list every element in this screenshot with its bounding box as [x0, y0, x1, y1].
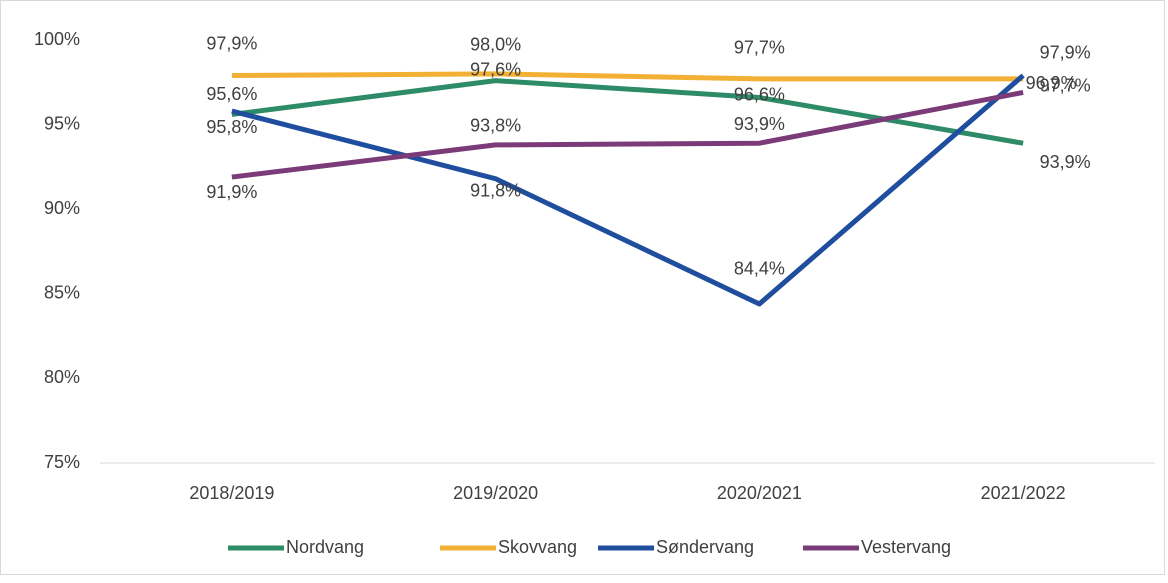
data-label: 91,8% — [470, 180, 521, 200]
series-line — [231, 89, 1024, 180]
data-label: 98,0% — [470, 35, 521, 55]
data-label: 91,9% — [206, 182, 257, 202]
y-tick-label: 90% — [44, 198, 80, 218]
legend-label: Nordvang — [286, 537, 364, 557]
data-label: 93,9% — [1040, 152, 1091, 172]
data-label: 96,6% — [734, 84, 785, 104]
data-label: 97,7% — [1040, 76, 1091, 96]
y-tick-label: 95% — [44, 113, 80, 133]
data-label: 95,8% — [206, 117, 257, 137]
y-tick-label: 75% — [44, 452, 80, 472]
y-tick-label: 85% — [44, 283, 80, 303]
data-label: 95,6% — [206, 84, 257, 104]
x-tick-label: 2021/2022 — [981, 483, 1066, 503]
data-label: 96,9% — [1026, 73, 1077, 93]
data-label: 97,6% — [470, 59, 521, 79]
data-label: 84,4% — [734, 259, 785, 279]
x-tick-label: 2020/2021 — [717, 483, 802, 503]
legend-label: Skovvang — [498, 537, 577, 557]
series-line — [231, 73, 1025, 307]
data-label: 97,9% — [206, 33, 257, 53]
data-label: 97,9% — [1040, 42, 1091, 62]
data-label: 93,9% — [734, 114, 785, 134]
series-line — [231, 71, 1024, 82]
y-tick-label: 100% — [34, 29, 80, 49]
legend-label: Vestervang — [861, 537, 951, 557]
x-tick-label: 2018/2019 — [189, 483, 274, 503]
legend-label: Søndervang — [656, 537, 754, 557]
data-label: 93,8% — [470, 116, 521, 136]
data-label: 97,7% — [734, 38, 785, 58]
y-tick-label: 80% — [44, 367, 80, 387]
x-tick-label: 2019/2020 — [453, 483, 538, 503]
